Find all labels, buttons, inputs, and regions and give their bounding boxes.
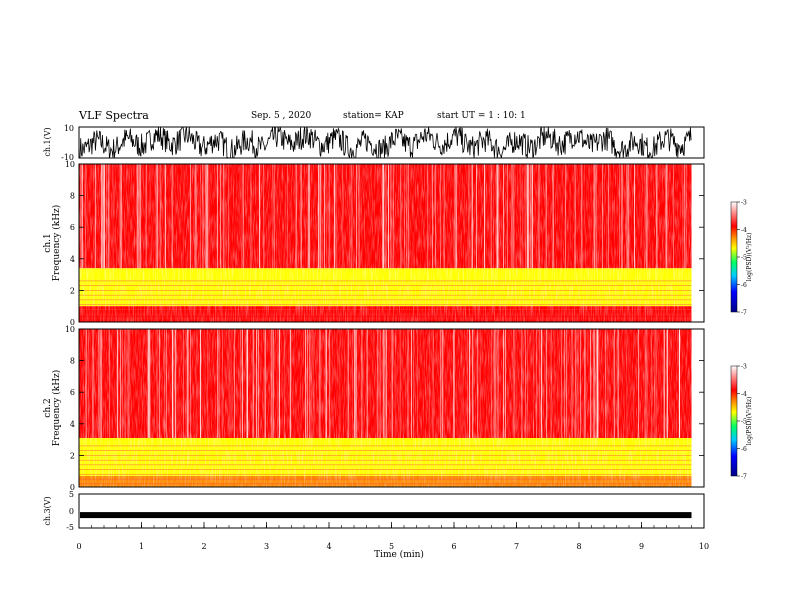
spectrogram-ytick-label: 4 (70, 420, 75, 429)
x-axis-tick-labels: 0 1 2 3 4 5 6 7 8 9 10 (76, 542, 709, 551)
x-tick-label: 1 (139, 542, 144, 551)
colorbar-tick-label: -3 (741, 364, 747, 371)
x-tick-label: 4 (326, 542, 331, 551)
colorbar-tick-label: -4 (741, 227, 747, 234)
ch1-colorbar: -3 -4 -5 -6 -7 log(PSD)(V²/Hz) (730, 200, 753, 317)
ch2-spectrogram-ylabel2: Frequency (kHz) (51, 370, 62, 447)
ch3-waveform-line (80, 512, 692, 519)
ch1-colorbar-label: log(PSD)(V²/Hz) (746, 233, 753, 282)
colorbar-tick-label: -3 (741, 200, 747, 207)
spectrogram-ytick-label: 0 (70, 483, 75, 492)
ch2-spectrogram-frame (78, 328, 705, 488)
ch1-spectrogram-panel: 0 2 4 6 8 10 ch.1 Frequency (kHz) (43, 160, 705, 327)
ch1-waveform-frame (78, 126, 705, 159)
ch1-colorbar-ticks: -3 -4 -5 -6 -7 (737, 200, 747, 317)
spectrogram-ytick-label: 8 (70, 192, 75, 201)
ch1-ytick-bottom: -10 (61, 153, 74, 162)
ch2-spectrogram-ylabel: ch.2 (43, 398, 53, 417)
ch2-colorbar-ticks: -3 -4 -5 -6 -7 (737, 364, 747, 481)
ch2-colorbar-gradient (730, 365, 738, 477)
x-tick-label: 10 (699, 542, 709, 551)
ch1-ytick-top: 10 (64, 124, 74, 133)
colorbar-tick-label: -7 (741, 474, 747, 481)
ch3-waveform-panel: 5 0 -5 ch.3(V) 0 1 2 3 4 5 6 7 8 9 10 Time (min) (43, 490, 709, 560)
ch1-waveform-panel: 10 -10 ch.1(V) (43, 124, 705, 162)
x-tick-label: 8 (576, 542, 581, 551)
start-time-label: start UT = 1 : 10: 1 (437, 111, 526, 121)
ch3-ytick-top: 5 (69, 490, 74, 499)
spectrogram-ytick-label: 8 (70, 357, 75, 366)
colorbar-tick-label: -7 (741, 310, 747, 317)
x-tick-label: 5 (389, 542, 394, 551)
spectrogram-ytick-label: 6 (70, 388, 75, 397)
colorbar-tick-label: -5 (741, 255, 747, 262)
x-tick-label: 3 (264, 542, 269, 551)
colorbar-tick-label: -4 (741, 391, 747, 398)
spectrogram-ytick-label: 0 (70, 318, 75, 327)
ch1-spectrogram-ylabel2: Frequency (kHz) (51, 205, 62, 282)
chart-title: VLF Spectra (79, 109, 149, 122)
ch3-waveform-ticks (78, 522, 705, 528)
ch1-waveform-ylabel: ch.1(V) (43, 127, 52, 156)
colorbar-tick-label: -5 (741, 419, 747, 426)
spectrogram-texture (79, 164, 692, 322)
spectrogram-ytick-label: 2 (70, 286, 75, 295)
x-tick-label: 0 (76, 542, 81, 551)
spectrogram-ytick-label: 4 (70, 255, 75, 264)
ch3-ytick-bottom: -5 (66, 523, 74, 532)
ch3-ytick-mid: 0 (69, 507, 74, 516)
colorbar-tick-label: -6 (741, 446, 747, 453)
date-label: Sep. 5 , 2020 (251, 111, 312, 121)
station-label: station= KAP (343, 111, 404, 121)
ch3-waveform-ylabel: ch.3(V) (43, 496, 52, 525)
ch2-colorbar: -3 -4 -5 -6 -7 log(PSD)(V²/Hz) (730, 364, 753, 481)
spectrogram-ytick-label: 10 (65, 325, 75, 334)
ch1-spectrogram-ylabel: ch.1 (43, 233, 53, 252)
ch1-waveform-line (79, 126, 692, 159)
spectrogram-texture (79, 329, 692, 487)
ch1-spectrogram-frame (78, 163, 705, 323)
ch2-spectrogram-bands (79, 329, 692, 487)
ch2-colorbar-label: log(PSD)(V²/Hz) (746, 397, 753, 446)
x-axis-label: Time (min) (374, 549, 424, 560)
ch1-spectrogram-ticks: 0 2 4 6 8 10 (65, 160, 704, 327)
colorbar-tick-label: -6 (741, 282, 747, 289)
spectrogram-ytick-label: 10 (65, 160, 75, 169)
x-tick-label: 9 (639, 542, 644, 551)
ch2-spectrogram-ticks: 0 2 4 6 8 10 (65, 325, 704, 492)
ch1-spectrogram-bands (79, 164, 692, 322)
x-tick-label: 6 (451, 542, 456, 551)
x-tick-label: 2 (201, 542, 206, 551)
ch2-spectrogram-panel: 0 2 4 6 8 10 ch.2 Frequency (kHz) (43, 325, 705, 492)
spectrogram-ytick-label: 2 (70, 451, 75, 460)
x-tick-label: 7 (514, 542, 519, 551)
spectrogram-ytick-label: 6 (70, 223, 75, 232)
ch1-colorbar-gradient (730, 201, 738, 313)
